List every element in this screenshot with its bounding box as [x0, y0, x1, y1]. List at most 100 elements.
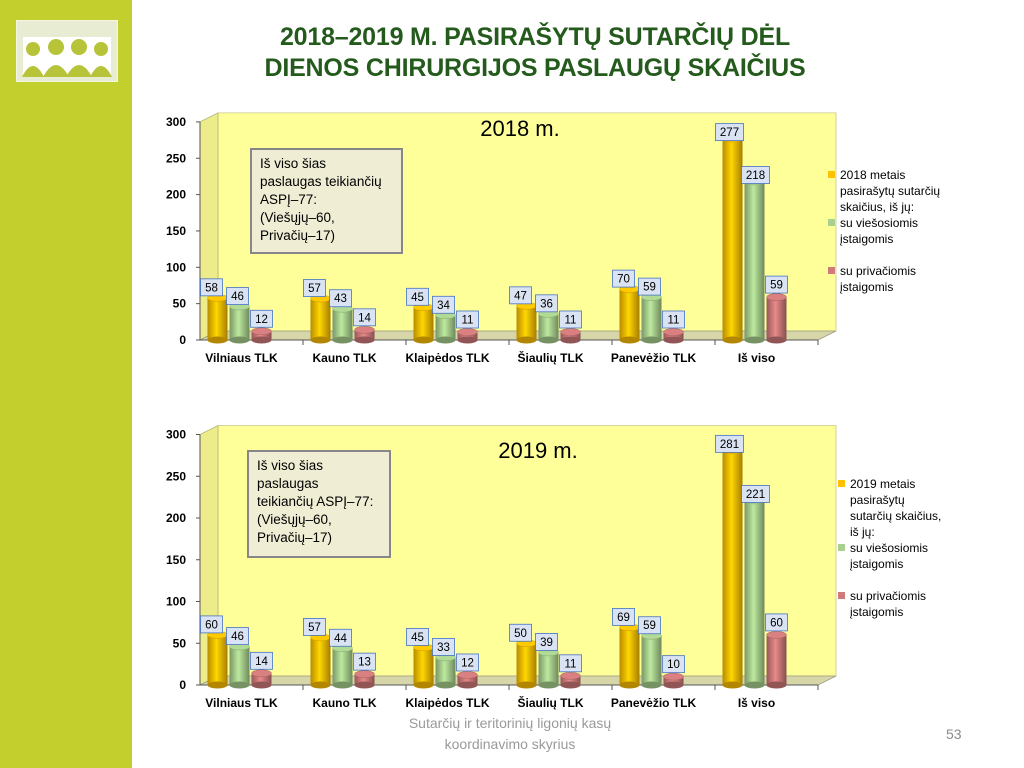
bar-1: 50 [509, 623, 537, 689]
bar-base [332, 681, 353, 689]
legend-label-line: pasirašytų [850, 493, 905, 507]
y-tick-label: 100 [166, 595, 186, 609]
data-label: 39 [540, 637, 553, 649]
data-label: 50 [514, 628, 527, 640]
bar-body [310, 298, 331, 340]
data-label-box [509, 286, 532, 305]
data-label-box [456, 653, 479, 672]
data-label-box [612, 269, 635, 288]
bar-body [251, 673, 272, 685]
bar-3: 11 [456, 310, 479, 344]
data-label-box [432, 295, 455, 314]
data-label: 43 [334, 293, 347, 305]
data-label-box [765, 275, 788, 294]
bar-1: 58 [200, 278, 228, 344]
bar-2: 59 [638, 616, 662, 689]
bar-top [766, 631, 787, 639]
data-label-box [250, 651, 273, 670]
legend-swatch [838, 592, 845, 599]
bar-base [251, 681, 272, 689]
bar-body [744, 181, 765, 340]
note-line: paslaugas teikiančių [260, 174, 382, 189]
data-label-box [741, 485, 770, 503]
data-label: 11 [668, 315, 680, 327]
x-tick-label: Klaipėdos TLK [405, 351, 489, 365]
data-label: 57 [308, 622, 321, 634]
bar-base [744, 336, 765, 344]
sidebar-band [0, 0, 132, 768]
bar-base [310, 336, 331, 344]
bar-body [766, 297, 787, 340]
x-tick-label: Klaipėdos TLK [405, 696, 489, 710]
bar-2: 39 [535, 633, 559, 689]
legend-label: 2018 metais pasirašytų sutarčių skaičius, … [840, 167, 960, 215]
bar-body [457, 674, 478, 685]
bar-body [722, 450, 743, 685]
data-label: 36 [540, 298, 553, 310]
data-label-box [535, 633, 558, 651]
bar-body [457, 332, 478, 340]
data-label-box [559, 654, 582, 673]
y-tick-label: 0 [179, 333, 186, 347]
bar-base [516, 681, 537, 689]
x-tick-label: Iš viso [738, 351, 775, 365]
footer-line-2: koordinavimo skyrius [444, 736, 576, 752]
legend-label-line: 2019 metais [850, 477, 916, 491]
bar-base [538, 681, 559, 689]
x-tick-label: Šiaulių TLK [518, 695, 584, 710]
data-label-box [432, 638, 455, 656]
x-tick-label: Panevėžio TLK [611, 351, 697, 365]
bar-base [766, 336, 787, 344]
chart-title: 2019 m. [498, 438, 578, 463]
legend-label-line: 2018 metais [840, 168, 906, 182]
bar-base [619, 681, 640, 689]
note-line: paslaugas [257, 476, 319, 491]
bar-base [560, 681, 581, 689]
data-label-box [456, 310, 479, 329]
data-label: 14 [358, 312, 371, 324]
bar-3: 14 [353, 308, 376, 344]
data-label-box [329, 289, 352, 308]
y-tick-label: 300 [166, 428, 186, 442]
x-tick-label: Vilniaus TLK [205, 351, 278, 365]
data-label: 45 [411, 292, 424, 304]
data-label: 33 [437, 642, 450, 654]
bar-base [332, 336, 353, 344]
bar-base [354, 681, 375, 689]
data-label-box [406, 287, 429, 306]
data-label-box [612, 607, 635, 626]
bar-3: 59 [765, 275, 788, 344]
bar-base [663, 681, 684, 689]
bar-2: 44 [329, 628, 353, 689]
bar-2: 33 [432, 638, 456, 689]
footer: Sutarčių ir teritorinių ligonių kasų koo… [380, 713, 640, 755]
bar-3: 12 [456, 653, 479, 689]
bar-2: 218 [741, 166, 770, 344]
bar-3: 10 [662, 655, 685, 689]
chart-title: 2018 m. [480, 116, 560, 141]
bar-body [641, 297, 662, 340]
bar-base [457, 681, 478, 689]
bar-base [207, 681, 228, 689]
data-label-box [741, 166, 770, 184]
data-label: 11 [462, 315, 474, 327]
bar-top [457, 328, 478, 336]
bar-base [251, 336, 272, 344]
bar-base [722, 681, 743, 689]
data-label: 10 [667, 659, 680, 671]
data-label-box [303, 618, 326, 636]
legend-swatch [838, 480, 845, 487]
note-line: Privačių–17) [257, 530, 333, 545]
bar-body [663, 676, 684, 685]
bar-1: 45 [406, 287, 434, 344]
note-line: Privačių–17) [260, 228, 336, 243]
bar-base [744, 681, 765, 689]
legend-label: 2019 metais pasirašytų sutarčių skaičius, i… [850, 476, 970, 540]
data-label: 221 [746, 489, 765, 501]
bar-body [538, 313, 559, 340]
legend-label-line: įstaigomis [840, 280, 894, 294]
data-label-box [662, 655, 685, 674]
note-line: Iš viso šias [260, 156, 327, 171]
bar-base [641, 681, 662, 689]
bar-base [457, 336, 478, 344]
